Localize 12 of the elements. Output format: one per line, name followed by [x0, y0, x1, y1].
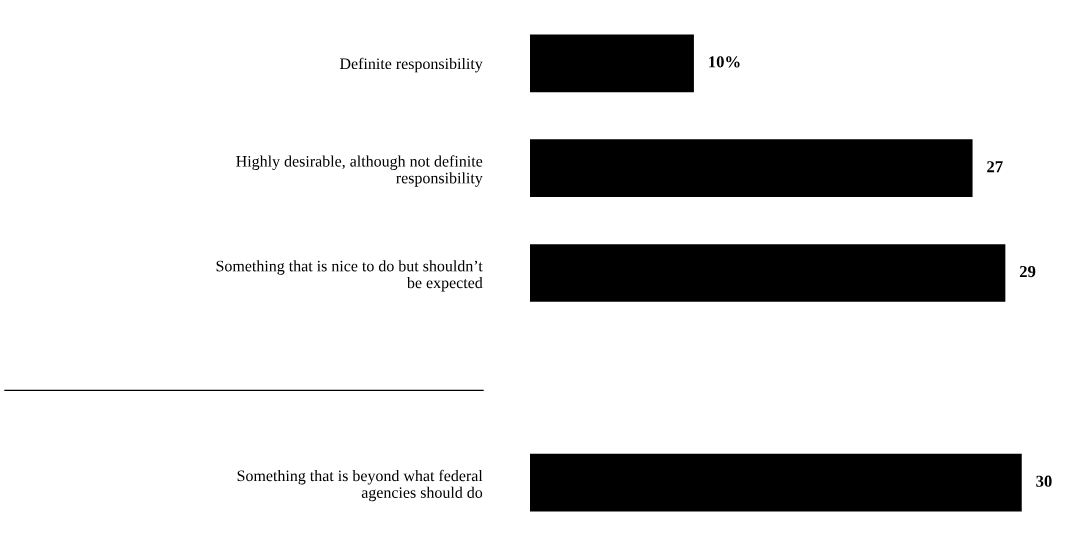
- bar: [530, 244, 1006, 302]
- y-tick-label: Definite responsibility: [339, 57, 483, 73]
- data-label: 29: [1019, 265, 1036, 278]
- y-tick-label: Something that is nice to do but shouldn’t be expected: [216, 260, 483, 292]
- data-label: 30: [1036, 475, 1052, 487]
- bar: [530, 34, 694, 93]
- bar: [530, 139, 973, 197]
- y-tick-label: Something that is beyond what federal agencies should do: [237, 469, 483, 502]
- y-tick-label: Highly desirable, although not definite responsibility: [236, 155, 483, 187]
- data-label: 27: [987, 161, 1003, 173]
- bar: [530, 453, 1022, 512]
- data-label: 10%: [709, 56, 740, 68]
